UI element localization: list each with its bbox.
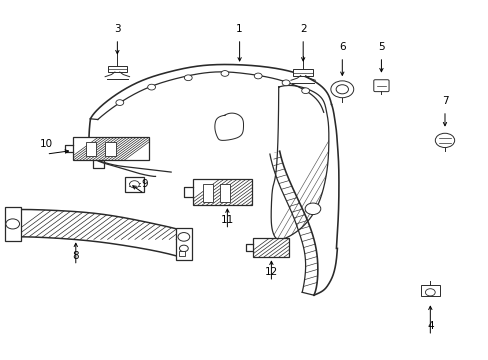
- Text: 4: 4: [426, 321, 433, 331]
- Bar: [105, 142, 116, 156]
- Circle shape: [425, 289, 434, 296]
- Text: 8: 8: [72, 251, 79, 261]
- Bar: [193, 179, 251, 205]
- Circle shape: [184, 75, 192, 81]
- Text: 10: 10: [40, 139, 53, 149]
- Circle shape: [129, 181, 139, 188]
- Circle shape: [116, 100, 123, 105]
- Bar: [85, 142, 96, 156]
- Bar: [176, 228, 191, 260]
- Text: 7: 7: [441, 96, 447, 106]
- Text: 12: 12: [264, 267, 278, 277]
- Text: 2: 2: [299, 24, 306, 34]
- Bar: [124, 177, 144, 192]
- Circle shape: [335, 85, 348, 94]
- Text: 3: 3: [114, 24, 121, 34]
- Circle shape: [301, 88, 309, 94]
- Text: 6: 6: [338, 42, 345, 52]
- Circle shape: [147, 84, 155, 90]
- Bar: [420, 285, 439, 296]
- Circle shape: [178, 233, 189, 241]
- Circle shape: [330, 81, 353, 98]
- Bar: [203, 184, 212, 202]
- Bar: [179, 251, 184, 256]
- Circle shape: [179, 245, 188, 252]
- FancyBboxPatch shape: [107, 66, 127, 72]
- Circle shape: [282, 80, 289, 86]
- Bar: [73, 137, 149, 160]
- Circle shape: [305, 203, 320, 215]
- Bar: [5, 207, 20, 241]
- Circle shape: [434, 133, 454, 148]
- Circle shape: [254, 73, 262, 79]
- Text: 5: 5: [377, 42, 384, 52]
- Bar: [253, 238, 288, 257]
- Text: 1: 1: [236, 24, 243, 34]
- FancyBboxPatch shape: [373, 80, 388, 91]
- Circle shape: [221, 71, 228, 76]
- Bar: [220, 184, 229, 202]
- Text: 9: 9: [141, 179, 147, 189]
- Circle shape: [6, 219, 20, 229]
- FancyBboxPatch shape: [293, 69, 312, 76]
- Text: 11: 11: [220, 215, 234, 225]
